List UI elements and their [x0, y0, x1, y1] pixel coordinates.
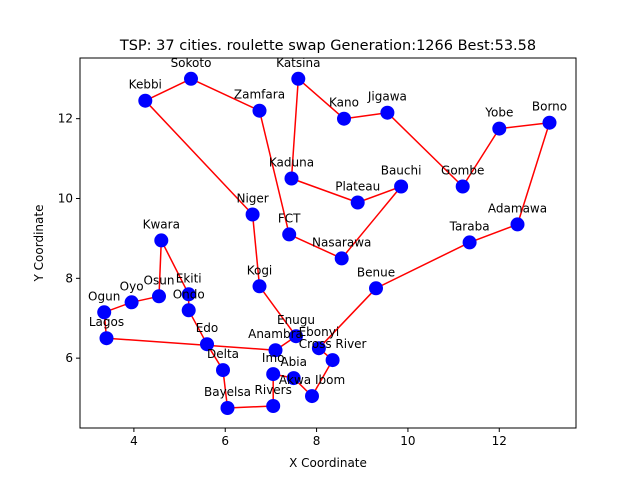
city-label: Kebbi [129, 78, 162, 92]
city-label: Niger [236, 192, 268, 206]
city-marker [325, 353, 340, 368]
city-marker [289, 329, 303, 344]
city-label: Rivers [255, 383, 292, 397]
city-label: Delta [207, 347, 239, 361]
city-label: Edo [196, 321, 219, 335]
city-label: Sokoto [171, 56, 212, 70]
city-label: Imo [262, 351, 285, 365]
chart-title: TSP: 37 cities. roulette swap Generation… [119, 38, 536, 54]
plot-frame [79, 57, 577, 429]
city-marker [510, 217, 525, 232]
city-marker [268, 343, 283, 358]
x-axis-label: X Coordinate [289, 456, 367, 470]
city-marker [542, 115, 557, 130]
city-marker [380, 105, 395, 120]
city-marker [455, 179, 470, 194]
city-marker [284, 171, 299, 186]
city-label: Yobe [484, 106, 513, 120]
city-marker [252, 103, 267, 118]
y-tick-label: 6 [65, 351, 73, 365]
city-label: Jigawa [367, 90, 407, 104]
city-label: Kwara [143, 217, 180, 231]
x-tick-label: 6 [221, 434, 229, 448]
city-label: Adamawa [488, 201, 547, 215]
city-label: Bayelsa [204, 385, 251, 399]
city-marker [124, 295, 139, 310]
city-label: Kogi [247, 263, 273, 277]
x-tick-label: 12 [492, 434, 507, 448]
city-marker [220, 401, 235, 415]
city-label: Taraba [449, 219, 490, 233]
city-marker [97, 305, 112, 320]
city-marker [252, 279, 267, 294]
city-label: Borno [532, 100, 567, 114]
city-marker [286, 371, 301, 386]
city-label: FCT [278, 211, 301, 225]
city-marker [282, 227, 297, 242]
city-marker [305, 389, 319, 404]
city-markers [97, 71, 557, 415]
city-marker [154, 233, 169, 248]
city-label: Nasarawa [312, 235, 371, 249]
city-label: Kaduna [269, 156, 314, 170]
city-marker [462, 235, 477, 250]
city-marker [216, 363, 230, 378]
x-axis-ticks: 4 6 8 10 12 [130, 428, 507, 448]
city-label: Abia [280, 355, 307, 369]
city-label: Ogun [88, 289, 120, 303]
city-marker [181, 287, 196, 302]
city-label: Osun [144, 273, 175, 287]
city-marker [200, 337, 214, 352]
city-label: Benue [357, 265, 395, 279]
city-label: Enugu [277, 313, 315, 327]
city-marker [334, 251, 349, 266]
city-label: Gombe [441, 164, 484, 178]
city-label: Lagos [89, 315, 124, 329]
city-marker [266, 367, 281, 382]
city-marker [184, 71, 198, 86]
city-label: Ekiti [176, 271, 202, 285]
x-tick-label: 10 [400, 434, 415, 448]
city-label: Kano [329, 96, 359, 110]
city-marker [152, 289, 166, 304]
y-tick-label: 10 [58, 191, 73, 205]
city-marker [291, 71, 306, 86]
city-label: Akwa Ibom [279, 373, 345, 387]
city-marker [311, 341, 326, 356]
city-label: Katsina [276, 56, 320, 70]
city-label: Ebonyi [299, 325, 340, 339]
city-label: Ondo [173, 287, 205, 301]
city-marker [337, 111, 351, 126]
city-marker [99, 331, 114, 346]
city-marker [245, 207, 260, 222]
y-tick-label: 8 [65, 271, 73, 285]
y-axis-label: Y Coordinate [32, 205, 46, 283]
city-label: Zamfara [234, 88, 285, 102]
city-label: Cross River [299, 337, 367, 351]
x-tick-label: 4 [130, 434, 138, 448]
city-marker [266, 399, 281, 413]
city-label: Oyo [120, 279, 144, 293]
city-marker [492, 121, 507, 136]
city-marker [394, 179, 409, 194]
city-marker [181, 303, 196, 318]
city-label: Anambra [248, 327, 303, 341]
city-marker [138, 93, 153, 108]
city-label: Plateau [335, 180, 380, 194]
city-marker [369, 281, 383, 296]
city-marker [350, 195, 365, 210]
x-tick-label: 8 [313, 434, 321, 448]
y-tick-label: 12 [58, 112, 73, 126]
y-axis-ticks: 6 8 10 12 [58, 112, 80, 365]
city-label: Bauchi [381, 164, 422, 178]
